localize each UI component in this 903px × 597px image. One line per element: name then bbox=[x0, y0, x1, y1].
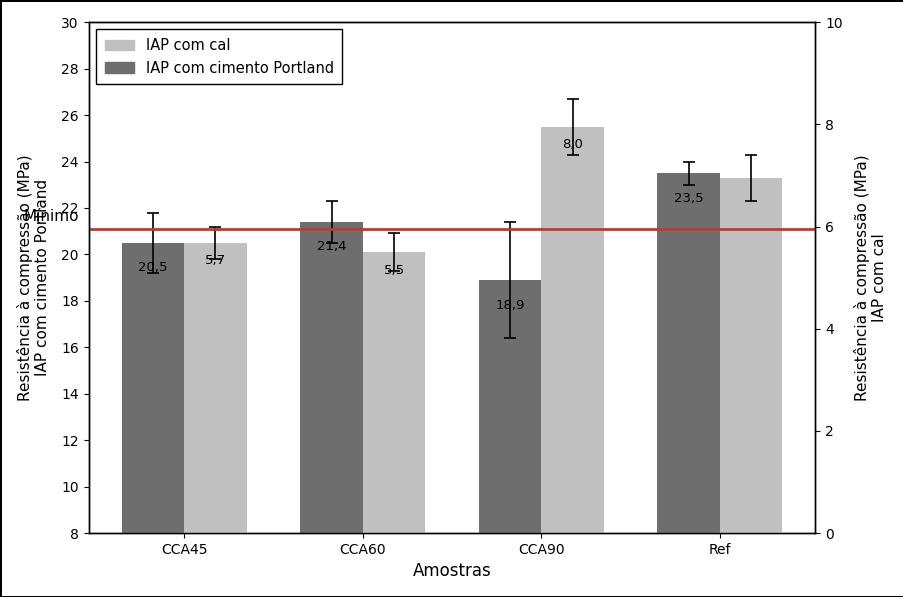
Bar bbox=[122, 243, 184, 597]
Legend: IAP com cal, IAP com cimento Portland: IAP com cal, IAP com cimento Portland bbox=[96, 29, 342, 84]
Bar bbox=[656, 173, 719, 597]
Text: 23,5: 23,5 bbox=[673, 192, 703, 205]
X-axis label: Amostras: Amostras bbox=[413, 562, 491, 580]
Bar bbox=[719, 178, 782, 597]
Text: 5,7: 5,7 bbox=[205, 254, 226, 267]
Text: 20,5: 20,5 bbox=[138, 261, 167, 275]
Y-axis label: Resistência à compressão (MPa)
IAP com cimento Portland: Resistência à compressão (MPa) IAP com c… bbox=[16, 154, 50, 401]
Bar bbox=[184, 243, 247, 597]
Y-axis label: Resistência à compressão (MPa)
IAP com cal: Resistência à compressão (MPa) IAP com c… bbox=[853, 154, 887, 401]
Text: 18,9: 18,9 bbox=[495, 298, 525, 312]
Bar bbox=[479, 280, 541, 597]
Text: 5,5: 5,5 bbox=[383, 264, 405, 276]
Text: 21,4: 21,4 bbox=[316, 241, 346, 254]
Bar bbox=[362, 252, 424, 597]
Bar bbox=[300, 222, 362, 597]
Bar bbox=[541, 127, 603, 597]
Text: Mínimo: Mínimo bbox=[23, 209, 79, 224]
Text: 8,0: 8,0 bbox=[562, 139, 582, 151]
